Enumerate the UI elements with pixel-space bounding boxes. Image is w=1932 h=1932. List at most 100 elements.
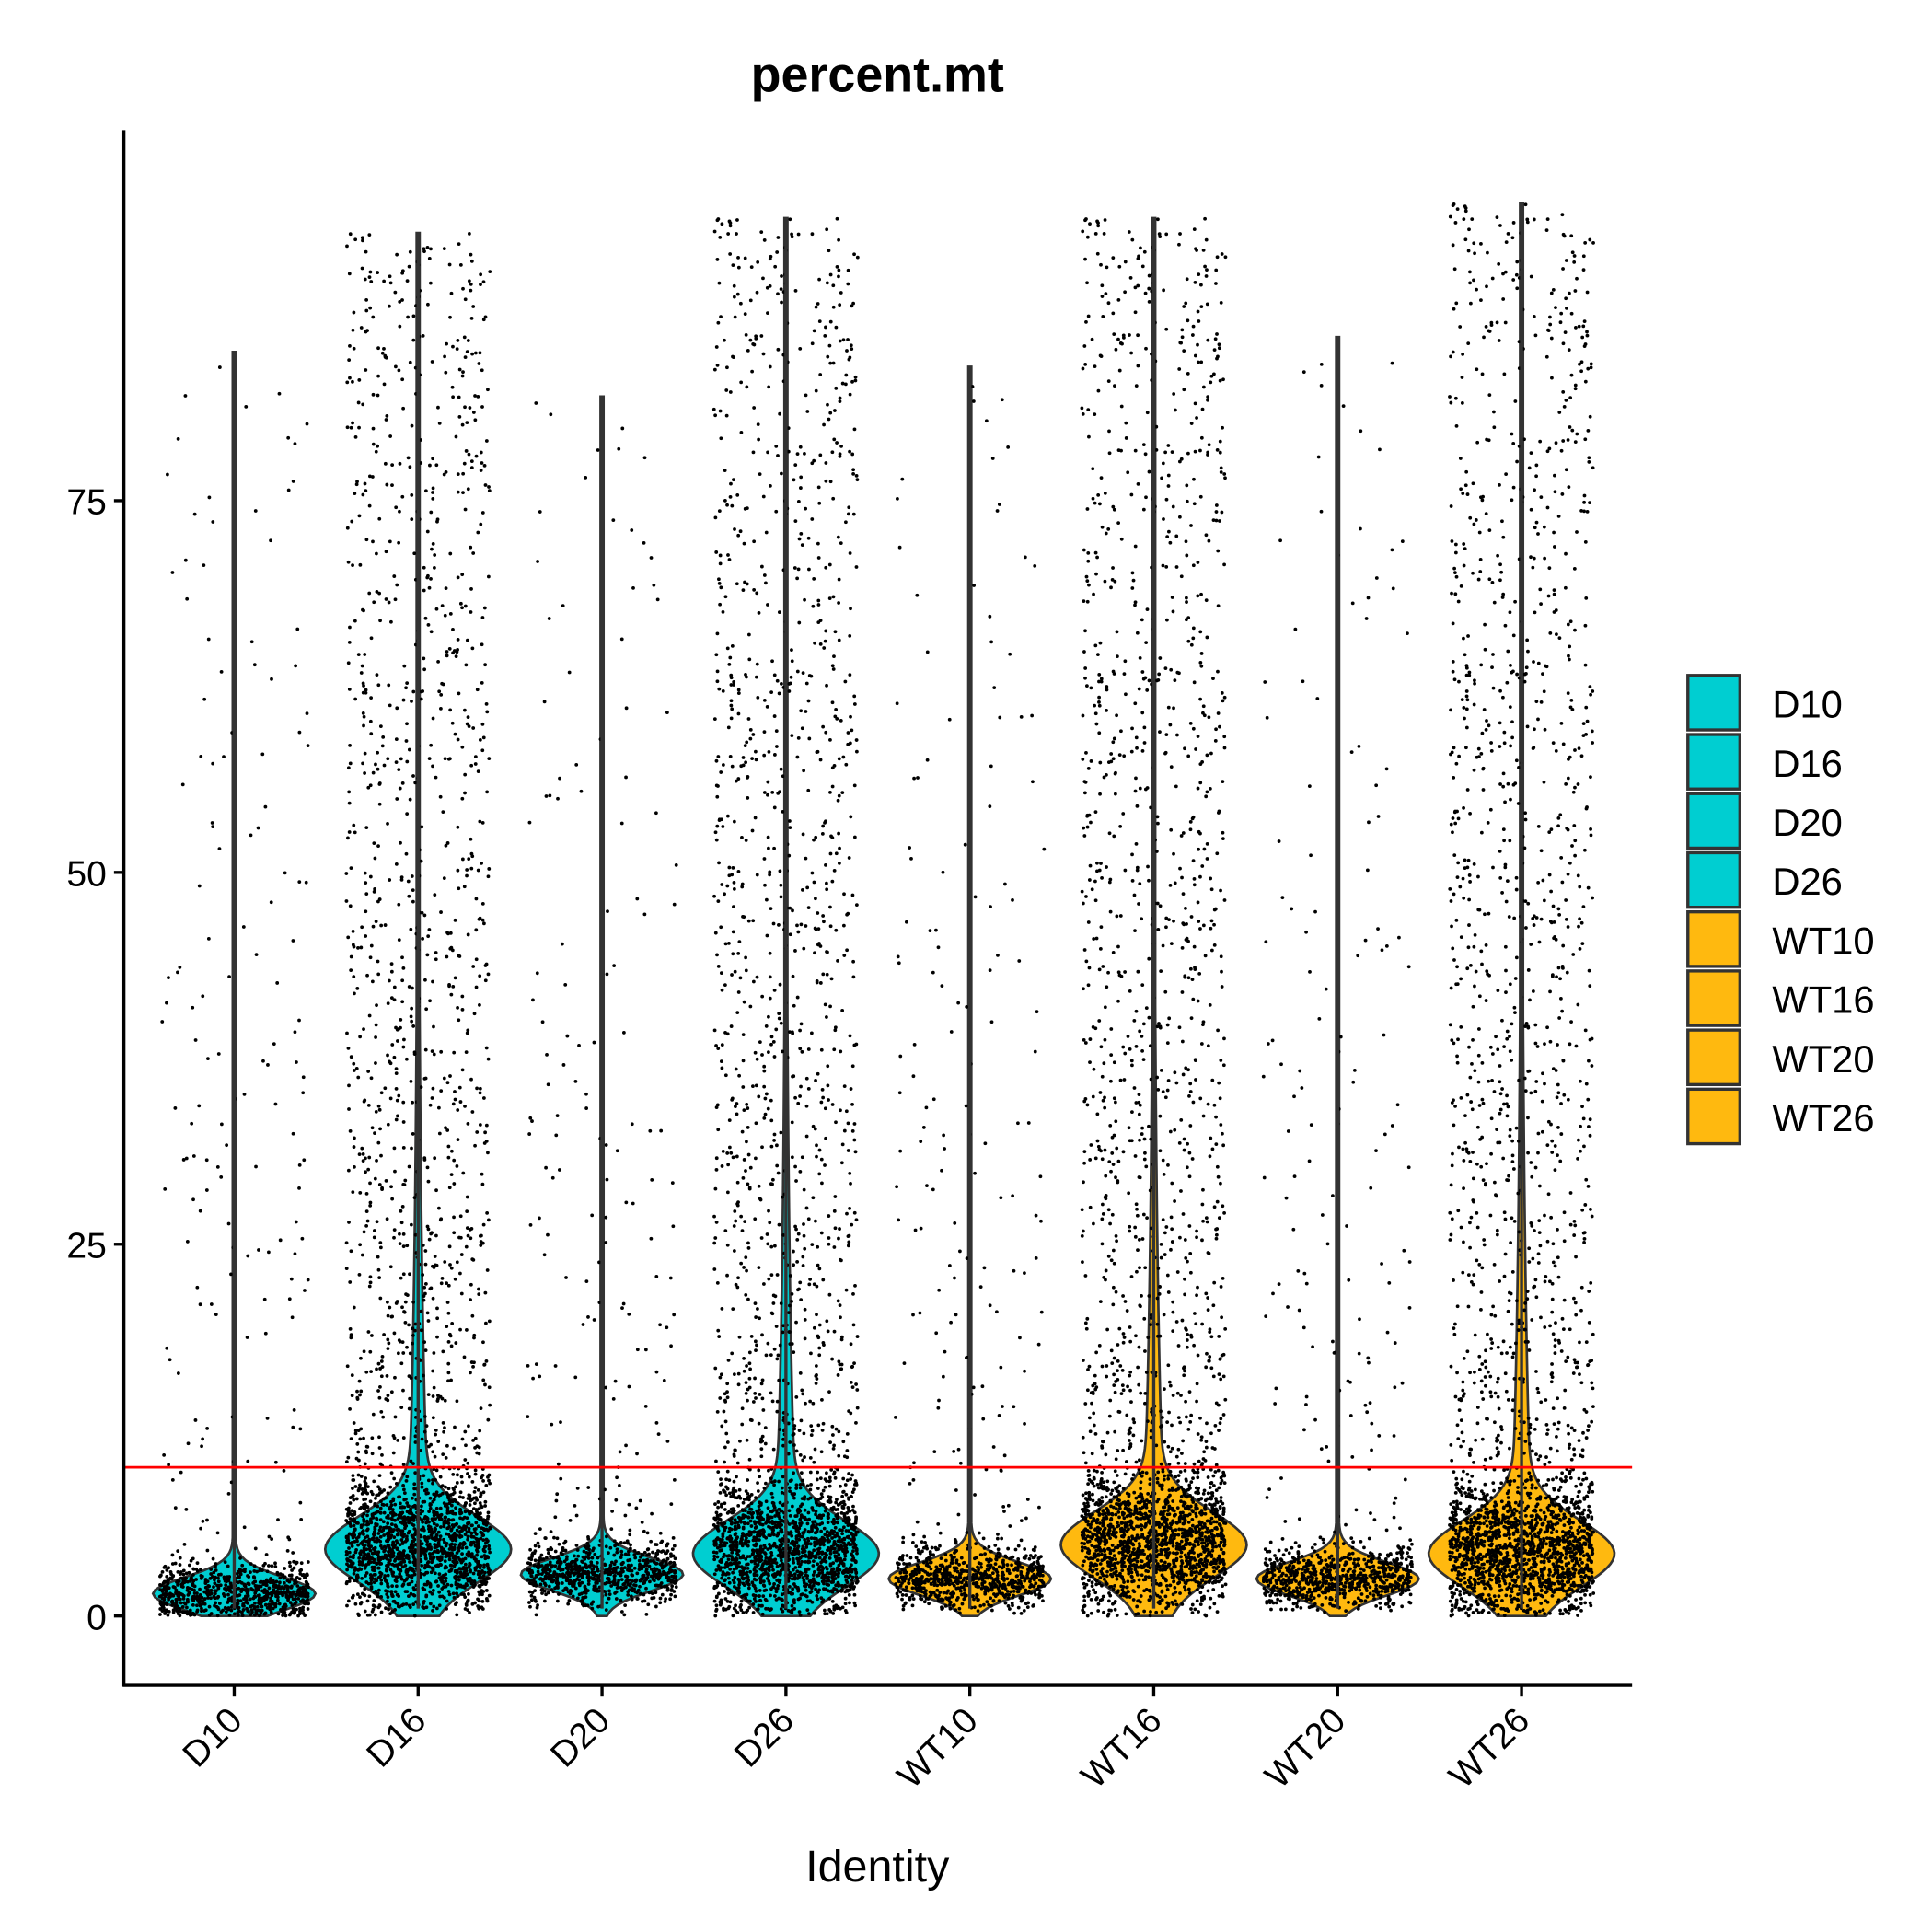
point-D26	[731, 1614, 735, 1618]
point-D16	[380, 351, 385, 355]
point-D16	[371, 770, 376, 775]
point-D16	[423, 1076, 428, 1081]
point-D16	[375, 673, 379, 677]
point-D26	[827, 1556, 832, 1560]
point-D26	[778, 411, 782, 416]
point-D16	[376, 1553, 380, 1556]
point-D10	[174, 1602, 179, 1607]
point-D16	[479, 1244, 483, 1247]
point-D10	[213, 1581, 217, 1586]
point-D16	[469, 259, 474, 263]
point-D16	[383, 1545, 388, 1550]
point-D16	[359, 945, 364, 950]
point-D16	[480, 1555, 484, 1559]
point-D16	[398, 1242, 402, 1245]
point-D20	[617, 446, 621, 451]
point-D26	[818, 758, 823, 762]
point-D10	[245, 1336, 249, 1339]
point-D20	[644, 1568, 649, 1572]
point-D10	[187, 1612, 191, 1616]
point-D10	[306, 1278, 310, 1282]
point-D16	[374, 1109, 378, 1114]
point-D20	[610, 1510, 614, 1513]
point-D20	[622, 1541, 627, 1545]
point-D16	[383, 1086, 388, 1091]
point-D16	[475, 1498, 479, 1502]
point-D16	[434, 775, 438, 780]
point-D16	[385, 482, 389, 487]
point-D16	[423, 616, 428, 620]
point-D16	[368, 1519, 373, 1523]
point-D16	[352, 1498, 356, 1502]
point-D16	[368, 306, 373, 310]
point-D16	[458, 1271, 462, 1276]
point-D10	[293, 1252, 297, 1256]
point-D16	[456, 490, 460, 494]
point-D10	[270, 1537, 274, 1541]
point-D20	[654, 1543, 659, 1547]
point-D16	[369, 1581, 373, 1586]
point-D16	[390, 1043, 395, 1047]
point-D26	[821, 824, 826, 828]
point-D20	[627, 1566, 631, 1570]
point-D16	[433, 1454, 437, 1459]
point-D20	[586, 1535, 590, 1539]
point-D20	[655, 1557, 660, 1562]
point-D16	[428, 1506, 433, 1510]
point-D20	[573, 1586, 578, 1591]
point-D26	[835, 441, 839, 445]
point-D10	[222, 1575, 226, 1579]
point-D26	[804, 710, 808, 713]
point-D16	[461, 1171, 466, 1175]
point-D10	[178, 1572, 182, 1577]
point-D16	[411, 1341, 414, 1346]
point-D16	[349, 866, 353, 871]
point-D16	[376, 767, 380, 771]
point-D16	[410, 1146, 413, 1151]
point-D16	[404, 1602, 409, 1606]
point-D16	[360, 925, 364, 930]
point-D20	[642, 456, 647, 460]
point-D16	[345, 1568, 350, 1572]
point-D16	[480, 1569, 484, 1573]
point-D20	[587, 1576, 592, 1579]
point-D20	[669, 1552, 673, 1556]
point-D20	[638, 1591, 642, 1596]
point-D16	[443, 1559, 447, 1564]
point-D16	[486, 874, 491, 879]
point-D10	[215, 1614, 220, 1618]
point-D10	[185, 596, 190, 601]
point-D16	[357, 425, 361, 430]
point-D10	[262, 1612, 267, 1616]
point-D26	[714, 758, 719, 763]
point-D16	[404, 1578, 409, 1581]
point-D10	[162, 1587, 166, 1591]
point-D26	[790, 648, 793, 653]
point-D16	[380, 1365, 385, 1369]
point-D16	[486, 1510, 491, 1515]
point-D20	[586, 1556, 591, 1560]
point-D16	[401, 406, 405, 411]
point-D16	[347, 830, 352, 834]
point-D16	[480, 1579, 484, 1584]
point-D20	[604, 1241, 608, 1244]
point-D16	[371, 315, 376, 319]
point-D10	[184, 1156, 189, 1161]
point-D20	[561, 1589, 565, 1592]
point-D20	[663, 1600, 667, 1603]
point-D20	[670, 1547, 675, 1551]
point-D20	[584, 1550, 589, 1555]
point-D16	[400, 781, 405, 785]
point-D16	[377, 1395, 382, 1400]
point-D20	[573, 1554, 576, 1558]
point-D16	[364, 1156, 367, 1161]
point-D26	[717, 1580, 721, 1585]
point-D16	[470, 646, 475, 651]
point-D16	[478, 1429, 482, 1433]
point-D20	[665, 1439, 670, 1443]
point-D16	[452, 1498, 457, 1502]
point-D16	[419, 697, 423, 701]
point-D16	[451, 1559, 456, 1564]
point-D26	[780, 1558, 783, 1563]
point-D16	[358, 1483, 362, 1487]
